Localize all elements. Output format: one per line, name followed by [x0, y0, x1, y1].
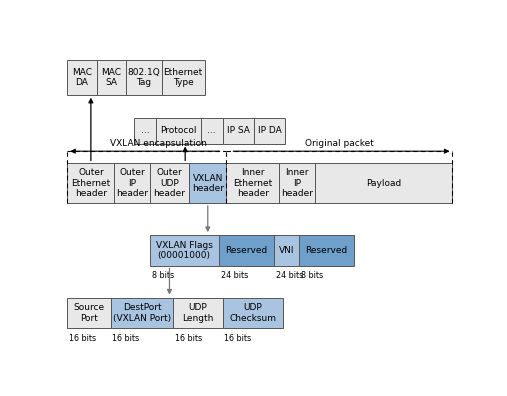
FancyBboxPatch shape	[111, 297, 173, 328]
Text: VXLAN Flags
(00001000): VXLAN Flags (00001000)	[156, 241, 212, 260]
FancyBboxPatch shape	[67, 297, 111, 328]
Text: Payload: Payload	[366, 179, 401, 188]
FancyBboxPatch shape	[115, 164, 150, 203]
Text: Reserved: Reserved	[306, 246, 348, 255]
Text: IP DA: IP DA	[258, 126, 281, 135]
FancyBboxPatch shape	[189, 164, 227, 203]
Text: MAC
SA: MAC SA	[101, 68, 122, 87]
Text: VNI: VNI	[279, 246, 294, 255]
Text: Inner
IP
header: Inner IP header	[281, 168, 313, 198]
Text: MAC
DA: MAC DA	[72, 68, 92, 87]
Text: Protocol: Protocol	[160, 126, 197, 135]
FancyBboxPatch shape	[279, 164, 315, 203]
FancyBboxPatch shape	[299, 235, 354, 266]
FancyBboxPatch shape	[227, 164, 279, 203]
Text: VXLAN encapsulation: VXLAN encapsulation	[110, 139, 207, 148]
Text: Outer
Ethernet
header: Outer Ethernet header	[71, 168, 111, 198]
FancyBboxPatch shape	[67, 164, 115, 203]
Text: Inner
Ethernet
header: Inner Ethernet header	[233, 168, 273, 198]
Text: 24 bits: 24 bits	[276, 271, 303, 280]
FancyBboxPatch shape	[150, 164, 189, 203]
FancyBboxPatch shape	[67, 60, 97, 95]
Text: Original packet: Original packet	[305, 139, 374, 148]
FancyBboxPatch shape	[274, 235, 299, 266]
FancyBboxPatch shape	[134, 118, 156, 144]
FancyBboxPatch shape	[156, 118, 201, 144]
FancyBboxPatch shape	[97, 60, 126, 95]
FancyBboxPatch shape	[219, 235, 274, 266]
FancyBboxPatch shape	[223, 297, 283, 328]
Text: VXLAN
header: VXLAN header	[192, 173, 224, 193]
Text: Reserved: Reserved	[225, 246, 267, 255]
FancyBboxPatch shape	[315, 164, 452, 203]
FancyBboxPatch shape	[254, 118, 285, 144]
Text: UDP
Length: UDP Length	[182, 303, 213, 322]
FancyBboxPatch shape	[201, 118, 223, 144]
Text: 16 bits: 16 bits	[175, 333, 202, 343]
Text: ...: ...	[140, 126, 149, 135]
FancyBboxPatch shape	[223, 118, 254, 144]
Text: UDP
Checksum: UDP Checksum	[230, 303, 276, 322]
Text: IP SA: IP SA	[227, 126, 249, 135]
FancyBboxPatch shape	[162, 60, 205, 95]
FancyBboxPatch shape	[150, 235, 219, 266]
Text: 16 bits: 16 bits	[225, 333, 251, 343]
Text: 16 bits: 16 bits	[113, 333, 139, 343]
Text: ...: ...	[207, 126, 216, 135]
Text: 8 bits: 8 bits	[152, 271, 174, 280]
Text: 16 bits: 16 bits	[69, 333, 96, 343]
Text: 8 bits: 8 bits	[301, 271, 323, 280]
Text: Outer
IP
header: Outer IP header	[116, 168, 148, 198]
Text: 802.1Q
Tag: 802.1Q Tag	[128, 68, 160, 87]
FancyBboxPatch shape	[173, 297, 223, 328]
Text: Source
Port: Source Port	[74, 303, 104, 322]
Text: Outer
UDP
header: Outer UDP header	[154, 168, 186, 198]
Text: DestPort
(VXLAN Port): DestPort (VXLAN Port)	[113, 303, 171, 322]
Text: Ethernet
Type: Ethernet Type	[164, 68, 203, 87]
Text: 24 bits: 24 bits	[221, 271, 248, 280]
FancyBboxPatch shape	[126, 60, 162, 95]
